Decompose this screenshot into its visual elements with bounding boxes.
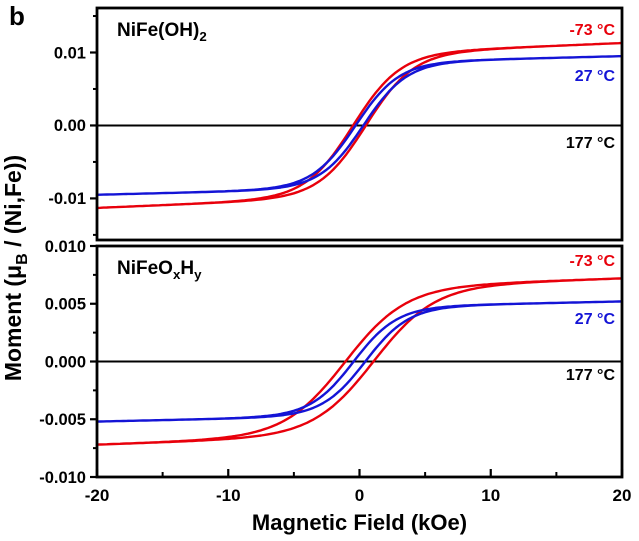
temp-label-bottom-minus73: -73 °C [569,253,615,270]
y-tick-label-panel1: 0.005 [45,296,86,314]
temp-label-top-minus73: -73 °C [569,22,615,39]
panel-letter: b [9,1,25,31]
temp-label-bottom-177: 177 °C [565,367,615,384]
x-axis-title: Magnetic Field (kOe) [251,510,468,535]
x-tick-label: 10 [481,486,500,505]
panel-title-nife-oh2: NiFe(OH)2 [117,20,207,44]
y-tick-label-panel1: -0.005 [39,411,86,429]
panel-title-nifeoxhy: NiFeOxHy [117,258,202,282]
temp-label-bottom-27: 27 °C [574,311,615,328]
x-tick-label: -20 [85,486,110,505]
y-tick-label-panel1: 0.000 [45,353,86,371]
y-tick-label-panel0: 0.00 [54,117,86,135]
temp-label-top-177: 177 °C [565,135,615,152]
x-tick-label: 0 [355,486,364,505]
x-tick-label: 20 [613,486,632,505]
y-tick-label-panel1: -0.010 [39,469,86,487]
y-tick-label-panel0: 0.01 [54,44,86,62]
panel-0-frame [95,6,624,242]
temp-label-top-27: 27 °C [574,68,615,85]
y-tick-label-panel0: -0.01 [48,190,86,208]
y-axis-title: Moment (μB / (Ni,Fe)) [0,154,31,382]
x-tick-label: -10 [216,486,241,505]
y-tick-label-panel1: 0.010 [45,238,86,256]
